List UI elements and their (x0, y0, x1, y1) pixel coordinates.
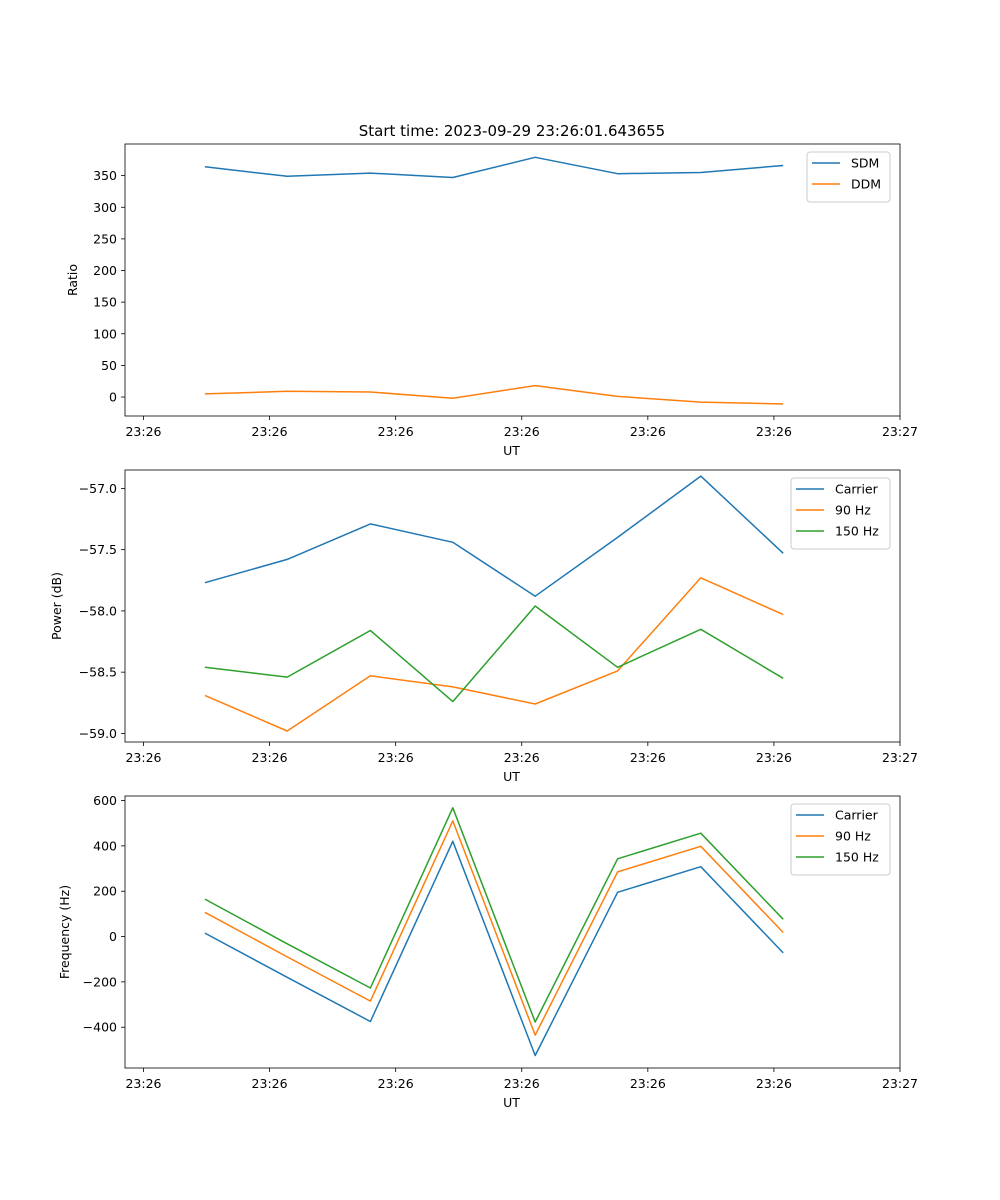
series-line-carrier (204, 840, 784, 1057)
legend: SDM DDM (806, 151, 891, 203)
x-tick-label: 23:26 (378, 424, 414, 439)
y-tick-label: 150 (93, 295, 117, 310)
x-tick-label: 23:26 (756, 424, 792, 439)
y-tick-label: 350 (93, 168, 117, 183)
x-tick-label: 23:26 (378, 1076, 414, 1091)
y-tick-label: 200 (93, 263, 117, 278)
legend: Carrier 90 Hz 150 Hz (790, 477, 891, 550)
x-tick-label: 23:26 (504, 424, 540, 439)
y-tick-label: −58.5 (79, 665, 117, 680)
axes-frame (124, 469, 901, 743)
series-line-carrier (204, 475, 784, 597)
x-tick-label: 23:27 (882, 424, 918, 439)
x-tick-label: 23:26 (252, 424, 288, 439)
legend-label: 150 Hz (835, 850, 879, 865)
panel-3: 23:26 23:26 23:26 23:26 23:26 23:26 23:27 −400 −… (57, 793, 918, 1110)
y-tick-label: 100 (93, 326, 117, 341)
y-tick-label: 250 (93, 231, 117, 246)
x-tick-label: 23:26 (378, 750, 414, 765)
y-tick-label: 0 (109, 390, 117, 405)
x-tick-label: 23:26 (252, 750, 288, 765)
y-tick-label: 600 (93, 793, 117, 808)
legend-label: SDM (851, 156, 879, 171)
legend-label: 150 Hz (835, 524, 879, 539)
y-axis-label: Ratio (65, 264, 80, 296)
x-tick-label: 23:26 (125, 424, 161, 439)
x-tick-label: 23:26 (252, 1076, 288, 1091)
y-tick-label: 0 (109, 929, 117, 944)
legend-label: 90 Hz (835, 503, 871, 518)
y-tick-label: −57.0 (79, 481, 117, 496)
x-axis-label: UT (503, 769, 520, 784)
series-line-sdm (204, 156, 784, 179)
y-tick-label: 400 (93, 838, 117, 853)
x-tick-label: 23:26 (630, 424, 666, 439)
y-tick-label: −57.5 (79, 542, 117, 557)
series-line-ddm (204, 384, 784, 405)
series-line-150-hz (204, 605, 784, 703)
x-tick-label: 23:26 (756, 1076, 792, 1091)
panel-2: 23:26 23:26 23:26 23:26 23:26 23:26 23:27 −59.0… (49, 469, 918, 784)
panel-1: 23:26 23:26 23:26 23:26 23:26 23:26 23:27 0 50 10… (65, 143, 918, 458)
x-tick-label: 23:26 (756, 750, 792, 765)
legend: Carrier 90 Hz 150 Hz (790, 803, 891, 876)
y-tick-label: 50 (101, 358, 117, 373)
legend-label: Carrier (835, 482, 879, 497)
axes-frame (124, 795, 901, 1069)
x-tick-label: 23:27 (882, 750, 918, 765)
x-tick-label: 23:26 (630, 1076, 666, 1091)
series-line-90-hz (204, 577, 784, 732)
y-tick-label: 200 (93, 884, 117, 899)
legend-label: Carrier (835, 808, 879, 823)
x-tick-label: 23:26 (504, 1076, 540, 1091)
y-tick-label: −58.0 (79, 603, 117, 618)
axes-frame (124, 143, 901, 417)
x-axis-label: UT (503, 1095, 520, 1110)
y-tick-label: −200 (83, 974, 117, 989)
legend-box (806, 151, 891, 203)
x-tick-label: 23:26 (125, 750, 161, 765)
y-tick-label: 300 (93, 200, 117, 215)
x-tick-label: 23:26 (125, 1076, 161, 1091)
y-axis-label: Power (dB) (49, 572, 64, 640)
series-line-90-hz (204, 820, 784, 1036)
y-tick-label: −59.0 (79, 726, 117, 741)
figure-title: Start time: 2023-09-29 23:26:01.643655 (359, 122, 665, 140)
x-axis-label: UT (503, 443, 520, 458)
legend-label: 90 Hz (835, 829, 871, 844)
y-axis-label: Frequency (Hz) (57, 885, 72, 979)
x-tick-label: 23:26 (504, 750, 540, 765)
plots: 23:26 23:26 23:26 23:26 23:26 23:26 23:27 0 50 10… (49, 143, 918, 1110)
series-line-150-hz (204, 807, 784, 1023)
y-tick-label: −400 (83, 1020, 117, 1035)
legend-label: DDM (851, 177, 881, 192)
x-tick-label: 23:26 (630, 750, 666, 765)
x-tick-label: 23:27 (882, 1076, 918, 1091)
